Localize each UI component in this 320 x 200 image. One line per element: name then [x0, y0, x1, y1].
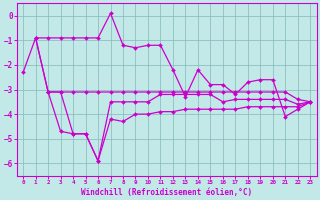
- X-axis label: Windchill (Refroidissement éolien,°C): Windchill (Refroidissement éolien,°C): [81, 188, 252, 197]
